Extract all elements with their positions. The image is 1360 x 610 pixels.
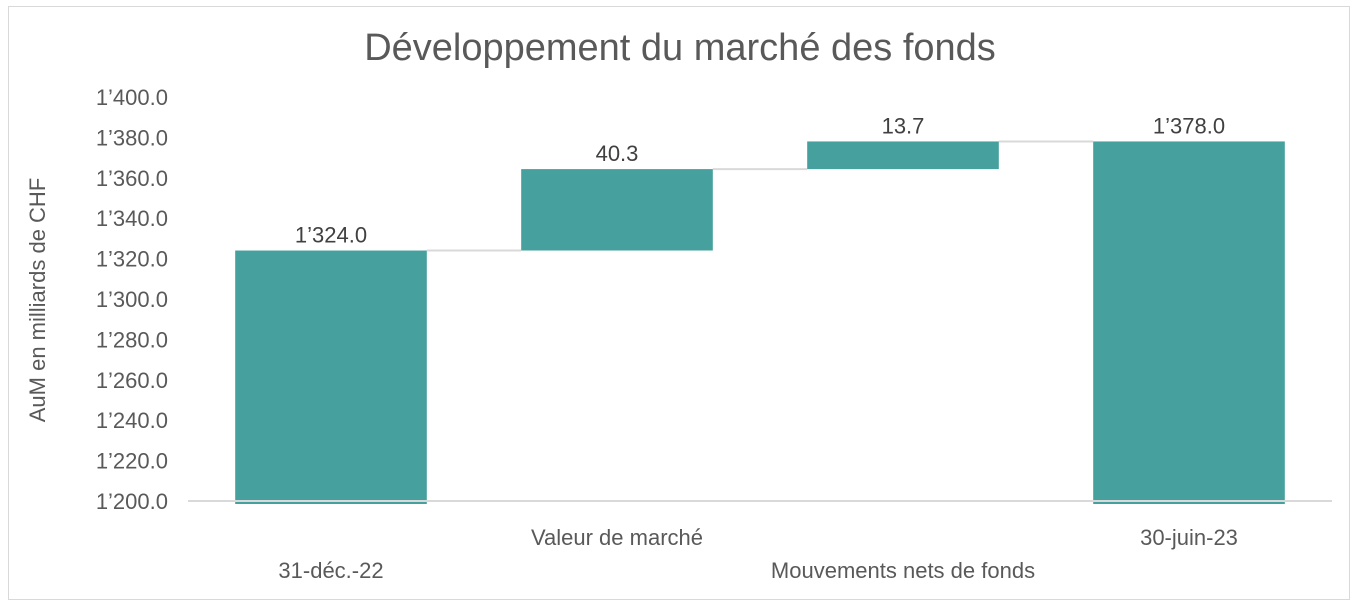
y-tick-label: 1’280.0 [96, 327, 168, 352]
y-tick-label: 1’220.0 [96, 449, 168, 474]
bar-3 [1093, 141, 1285, 504]
y-tick-label: 1’200.0 [96, 489, 168, 514]
data-label: 13.7 [882, 113, 925, 138]
y-tick-label: 1’240.0 [96, 408, 168, 433]
y-tick-label: 1’320.0 [96, 247, 168, 272]
x-category-label: 30-juin-23 [1140, 525, 1238, 550]
y-tick-label: 1’400.0 [96, 85, 168, 110]
y-tick-label: 1’360.0 [96, 166, 168, 191]
x-category-label: Mouvements nets de fonds [771, 558, 1035, 583]
y-tick-label: 1’300.0 [96, 287, 168, 312]
bar-1 [521, 169, 713, 251]
y-tick-label: 1’380.0 [96, 125, 168, 150]
x-category-label: 31-déc.-22 [278, 558, 383, 583]
data-label: 40.3 [596, 141, 639, 166]
chart-title: Développement du marché des fonds [364, 27, 996, 69]
y-axis-label: AuM en milliards de CHF [25, 178, 50, 423]
bar-0 [235, 250, 427, 504]
y-tick-label: 1’340.0 [96, 206, 168, 231]
x-category-label: Valeur de marché [531, 525, 703, 550]
data-label: 1’324.0 [295, 223, 367, 248]
data-label: 1’378.0 [1153, 113, 1225, 138]
bar-2 [807, 141, 999, 170]
y-tick-label: 1’260.0 [96, 368, 168, 393]
